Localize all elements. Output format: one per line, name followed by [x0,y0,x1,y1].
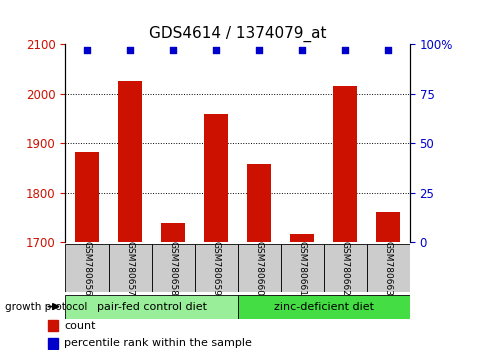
Point [212,47,220,53]
Bar [161,223,184,242]
Text: GSM780662: GSM780662 [340,241,349,296]
Bar [65,244,108,292]
Bar [118,81,142,242]
Text: growth protocol: growth protocol [5,302,87,312]
Point [255,47,262,53]
Bar [204,114,227,242]
Text: GSM780658: GSM780658 [168,241,177,296]
Point [126,47,134,53]
Text: GSM780657: GSM780657 [125,241,134,296]
Point [83,47,91,53]
Bar [75,152,99,242]
Bar [323,244,366,292]
Point [341,47,348,53]
Point [384,47,392,53]
Text: GSM780659: GSM780659 [211,241,220,296]
Bar [366,244,409,292]
Title: GDS4614 / 1374079_at: GDS4614 / 1374079_at [149,25,326,41]
Bar [280,244,323,292]
Bar [290,234,314,242]
Text: percentile rank within the sample: percentile rank within the sample [64,338,252,348]
Bar [65,295,237,319]
Text: GSM780656: GSM780656 [82,241,91,296]
Point [169,47,177,53]
Bar [194,244,237,292]
Text: count: count [64,321,95,331]
Point [298,47,305,53]
Text: zinc-deficient diet: zinc-deficient diet [273,302,373,312]
Text: GSM780661: GSM780661 [297,241,306,296]
Text: GSM780660: GSM780660 [254,241,263,296]
Text: pair-fed control diet: pair-fed control diet [96,302,206,312]
Bar [376,212,399,242]
Bar [108,244,151,292]
Bar [47,338,58,349]
Bar [237,295,409,319]
Text: GSM780663: GSM780663 [383,241,392,296]
Bar [237,244,280,292]
Bar [47,320,58,331]
Bar [151,244,194,292]
Bar [333,86,356,242]
Bar [247,164,271,242]
